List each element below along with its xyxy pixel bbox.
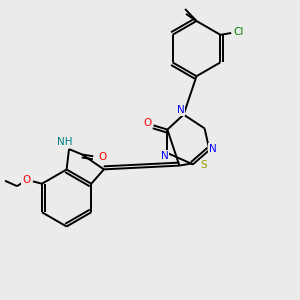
Text: O: O <box>143 118 151 128</box>
Text: Cl: Cl <box>233 27 244 38</box>
Text: O: O <box>22 175 30 185</box>
Text: N: N <box>160 151 168 161</box>
Text: O: O <box>98 152 106 162</box>
Text: S: S <box>201 160 207 170</box>
Text: N: N <box>208 143 216 154</box>
Text: NH: NH <box>57 136 72 147</box>
Text: N: N <box>177 105 184 115</box>
